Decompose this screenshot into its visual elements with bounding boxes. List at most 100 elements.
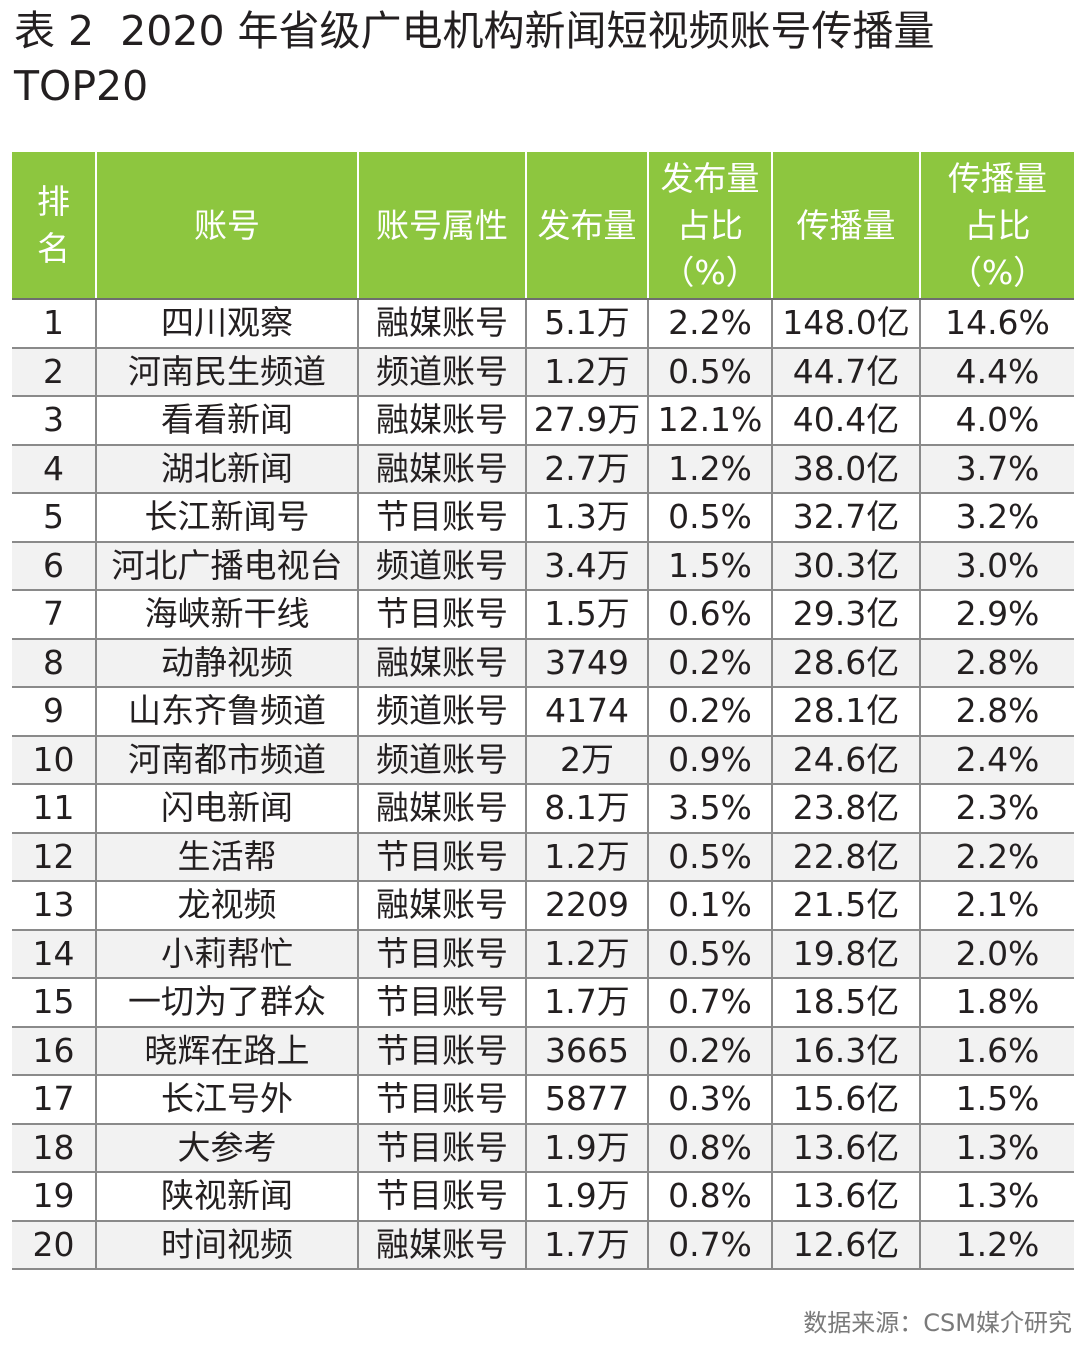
- post-share-cell: 0.5%: [647, 347, 773, 397]
- rank-cell: 1: [12, 299, 97, 349]
- account-type-cell: 节目账号: [357, 493, 527, 543]
- views-share-cell: 2.8%: [919, 638, 1074, 688]
- account-cell: 闪电新闻: [95, 784, 359, 834]
- data-source-note: 数据来源：CSM媒介研究: [803, 1309, 1072, 1337]
- account-cell: 四川观察: [95, 299, 359, 349]
- views-cell: 29.3亿: [771, 590, 921, 640]
- table-row: 13 龙视频 融媒账号 2209 0.1% 21.5亿 2.1%: [12, 881, 1074, 931]
- post-count-cell: 2万: [525, 735, 649, 785]
- rank-cell: 19: [12, 1172, 97, 1222]
- account-cell: 长江新闻号: [95, 493, 359, 543]
- post-share-cell: 0.2%: [647, 687, 773, 737]
- table-row: 5 长江新闻号 节目账号 1.3万 0.5% 32.7亿 3.2%: [12, 493, 1074, 543]
- header-account: 账号: [95, 152, 359, 300]
- account-type-cell: 节目账号: [357, 1026, 527, 1076]
- table-row: 19 陕视新闻 节目账号 1.9万 0.8% 13.6亿 1.3%: [12, 1172, 1074, 1222]
- table-row: 7 海峡新干线 节目账号 1.5万 0.6% 29.3亿 2.9%: [12, 590, 1074, 640]
- views-share-cell: 4.4%: [919, 347, 1074, 397]
- header-line: 发布量: [537, 205, 637, 245]
- post-share-cell: 2.2%: [647, 299, 773, 349]
- views-cell: 30.3亿: [771, 541, 921, 591]
- post-share-cell: 0.5%: [647, 832, 773, 882]
- views-share-cell: 1.2%: [919, 1220, 1074, 1270]
- views-cell: 15.6亿: [771, 1075, 921, 1125]
- views-cell: 18.5亿: [771, 978, 921, 1028]
- account-type-cell: 节目账号: [357, 1172, 527, 1222]
- views-cell: 148.0亿: [771, 299, 921, 349]
- views-share-cell: 2.3%: [919, 784, 1074, 834]
- rank-cell: 5: [12, 493, 97, 543]
- table-row: 17 长江号外 节目账号 5877 0.3% 15.6亿 1.5%: [12, 1075, 1074, 1125]
- post-share-cell: 0.3%: [647, 1075, 773, 1125]
- account-type-cell: 融媒账号: [357, 299, 527, 349]
- views-cell: 40.4亿: [771, 396, 921, 446]
- views-cell: 23.8亿: [771, 784, 921, 834]
- rank-cell: 16: [12, 1026, 97, 1076]
- table-row: 12 生活帮 节目账号 1.2万 0.5% 22.8亿 2.2%: [12, 832, 1074, 882]
- rank-cell: 18: [12, 1123, 97, 1173]
- post-count-cell: 1.9万: [525, 1172, 649, 1222]
- table-header-row: 排名账号 账号属性 发布量 发布量 占比 （%） 传播量 传播量 占比 （%）: [12, 152, 1074, 300]
- views-share-cell: 3.2%: [919, 493, 1074, 543]
- rank-cell: 7: [12, 590, 97, 640]
- post-count-cell: 27.9万: [525, 396, 649, 446]
- table-body: 1 四川观察 融媒账号 5.1万 2.2% 148.0亿 14.6% 2 河南民生频道 频道账号 1…: [12, 299, 1074, 1270]
- rank-cell: 14: [12, 929, 97, 979]
- post-count-cell: 3665: [525, 1026, 649, 1076]
- rank-cell: 15: [12, 978, 97, 1028]
- header-line: 占比: [677, 205, 743, 245]
- post-count-cell: 5.1万: [525, 299, 649, 349]
- account-cell: 湖北新闻: [95, 444, 359, 494]
- header-line: 占比: [964, 205, 1031, 245]
- account-type-cell: 融媒账号: [357, 444, 527, 494]
- account-type-cell: 节目账号: [357, 929, 527, 979]
- rank-cell: 12: [12, 832, 97, 882]
- account-type-cell: 融媒账号: [357, 881, 527, 931]
- table-row: 6 河北广播电视台 频道账号 3.4万 1.5% 30.3亿 3.0%: [12, 541, 1074, 591]
- account-type-cell: 融媒账号: [357, 396, 527, 446]
- post-share-cell: 0.8%: [647, 1172, 773, 1222]
- post-count-cell: 2209: [525, 881, 649, 931]
- post-share-cell: 0.7%: [647, 978, 773, 1028]
- account-cell: 看看新闻: [95, 396, 359, 446]
- post-share-cell: 0.5%: [647, 929, 773, 979]
- rank-cell: 10: [12, 735, 97, 785]
- views-share-cell: 2.9%: [919, 590, 1074, 640]
- views-share-cell: 1.3%: [919, 1172, 1074, 1222]
- post-count-cell: 3749: [525, 638, 649, 688]
- post-share-cell: 0.6%: [647, 590, 773, 640]
- table-row: 20 时间视频 融媒账号 1.7万 0.7% 12.6亿 1.2%: [12, 1220, 1074, 1270]
- table-row: 3 看看新闻 融媒账号 27.9万 12.1% 40.4亿 4.0%: [12, 396, 1074, 446]
- header-line: 名: [37, 229, 70, 268]
- table-row: 2 河南民生频道 频道账号 1.2万 0.5% 44.7亿 4.4%: [12, 347, 1074, 397]
- post-count-cell: 1.5万: [525, 590, 649, 640]
- account-cell: 龙视频: [95, 881, 359, 931]
- account-cell: 小莉帮忙: [95, 929, 359, 979]
- post-count-cell: 4174: [525, 687, 649, 737]
- post-count-cell: 1.7万: [525, 1220, 649, 1270]
- post-share-cell: 0.1%: [647, 881, 773, 931]
- header-account-type: 账号属性: [357, 152, 527, 300]
- account-type-cell: 频道账号: [357, 347, 527, 397]
- account-cell: 陕视新闻: [95, 1172, 359, 1222]
- account-type-cell: 节目账号: [357, 1075, 527, 1125]
- views-cell: 13.6亿: [771, 1172, 921, 1222]
- table-row: 8 动静视频 融媒账号 3749 0.2% 28.6亿 2.8%: [12, 638, 1074, 688]
- views-share-cell: 2.2%: [919, 832, 1074, 882]
- post-count-cell: 2.7万: [525, 444, 649, 494]
- views-share-cell: 2.1%: [919, 881, 1074, 931]
- header-line: （%）: [661, 252, 759, 292]
- header-post-count: 发布量: [525, 152, 649, 300]
- table-row: 16 晓辉在路上 节目账号 3665 0.2% 16.3亿 1.6%: [12, 1026, 1074, 1076]
- account-type-cell: 频道账号: [357, 541, 527, 591]
- views-share-cell: 1.6%: [919, 1026, 1074, 1076]
- post-count-cell: 1.2万: [525, 347, 649, 397]
- account-type-cell: 融媒账号: [357, 1220, 527, 1270]
- views-cell: 24.6亿: [771, 735, 921, 785]
- post-count-cell: 5877: [525, 1075, 649, 1125]
- account-cell: 一切为了群众: [95, 978, 359, 1028]
- header-rank: 排名: [12, 152, 97, 300]
- table-row: 14 小莉帮忙 节目账号 1.2万 0.5% 19.8亿 2.0%: [12, 929, 1074, 979]
- account-type-cell: 节目账号: [357, 1123, 527, 1173]
- rank-cell: 2: [12, 347, 97, 397]
